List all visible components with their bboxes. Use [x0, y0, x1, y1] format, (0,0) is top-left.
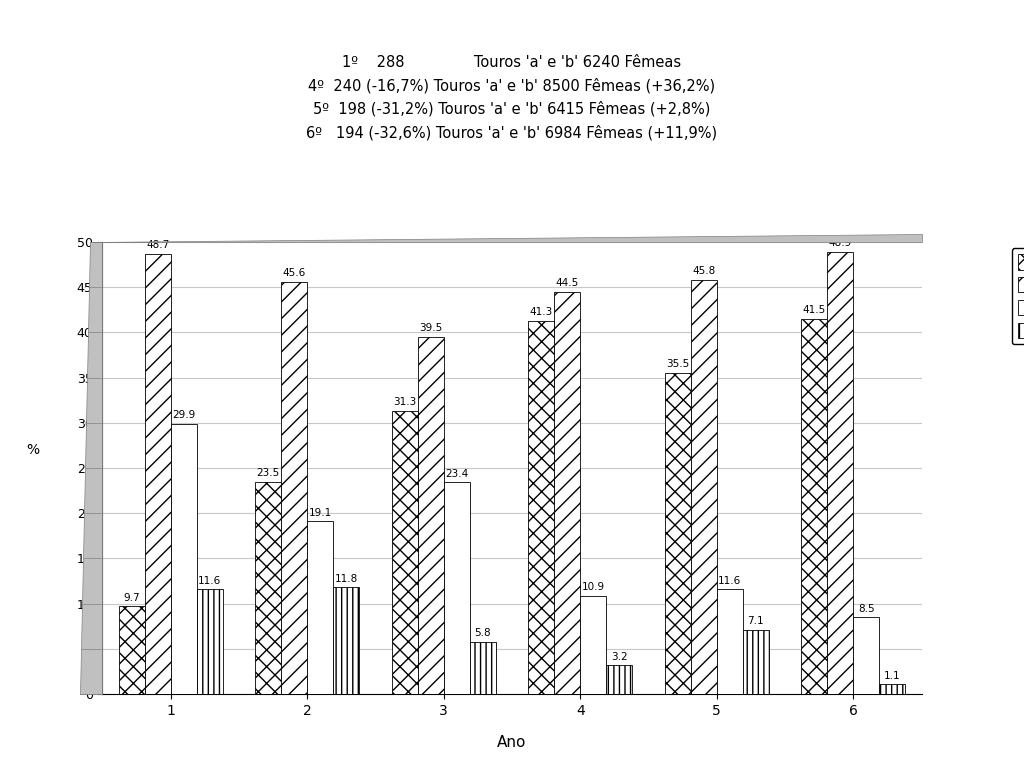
Text: 1º    288               Touros 'a' e 'b' 6240 Fêmeas
4º  240 (-16,7%) Touros 'a': 1º 288 Touros 'a' e 'b' 6240 Fêmeas 4º 2… [306, 55, 718, 140]
Text: 9.7: 9.7 [124, 593, 140, 603]
Text: 45.8: 45.8 [692, 266, 716, 276]
Legend: A, B, C, D: A, B, C, D [1012, 248, 1024, 344]
Text: 45.6: 45.6 [283, 268, 306, 278]
Text: 23.4: 23.4 [445, 469, 468, 479]
Bar [418, 337, 443, 694]
Bar [119, 606, 144, 694]
Bar [307, 521, 333, 694]
Text: 39.5: 39.5 [419, 323, 442, 333]
Text: 48.9: 48.9 [828, 238, 852, 248]
Bar [827, 252, 853, 694]
Text: 48.7: 48.7 [146, 240, 169, 250]
Text: 10.9: 10.9 [582, 582, 605, 592]
Text: 8.5: 8.5 [858, 604, 874, 614]
Bar [880, 684, 905, 694]
Bar [470, 642, 496, 694]
Bar [581, 596, 606, 694]
Bar [144, 254, 171, 694]
Text: 19.1: 19.1 [308, 508, 332, 518]
Bar [528, 321, 554, 694]
Bar [197, 589, 222, 694]
X-axis label: Ano: Ano [498, 735, 526, 750]
Text: 7.1: 7.1 [748, 616, 764, 626]
Bar [802, 319, 827, 694]
Bar [554, 292, 581, 694]
Text: 35.5: 35.5 [667, 360, 689, 370]
Bar [392, 411, 418, 694]
Bar [665, 373, 691, 694]
Bar [282, 282, 307, 694]
Bar [171, 424, 197, 694]
Text: 31.3: 31.3 [393, 397, 417, 407]
Text: 29.9: 29.9 [172, 410, 196, 420]
Text: 3.2: 3.2 [611, 651, 628, 661]
Text: 41.5: 41.5 [803, 305, 826, 315]
Bar [606, 665, 632, 694]
Text: 11.6: 11.6 [718, 576, 741, 586]
Bar [443, 483, 470, 694]
Bar [742, 630, 769, 694]
Text: 5.8: 5.8 [474, 628, 490, 638]
Bar [717, 589, 742, 694]
Text: 11.8: 11.8 [335, 574, 357, 583]
Text: 23.5: 23.5 [257, 468, 280, 478]
Text: 41.3: 41.3 [529, 307, 553, 317]
Text: %: % [27, 443, 39, 457]
Bar [853, 617, 880, 694]
Text: 1.1: 1.1 [884, 671, 900, 681]
Text: 11.6: 11.6 [198, 576, 221, 586]
Text: 44.5: 44.5 [556, 278, 579, 288]
Bar [255, 481, 282, 694]
Bar [333, 587, 359, 694]
Bar [691, 280, 717, 694]
